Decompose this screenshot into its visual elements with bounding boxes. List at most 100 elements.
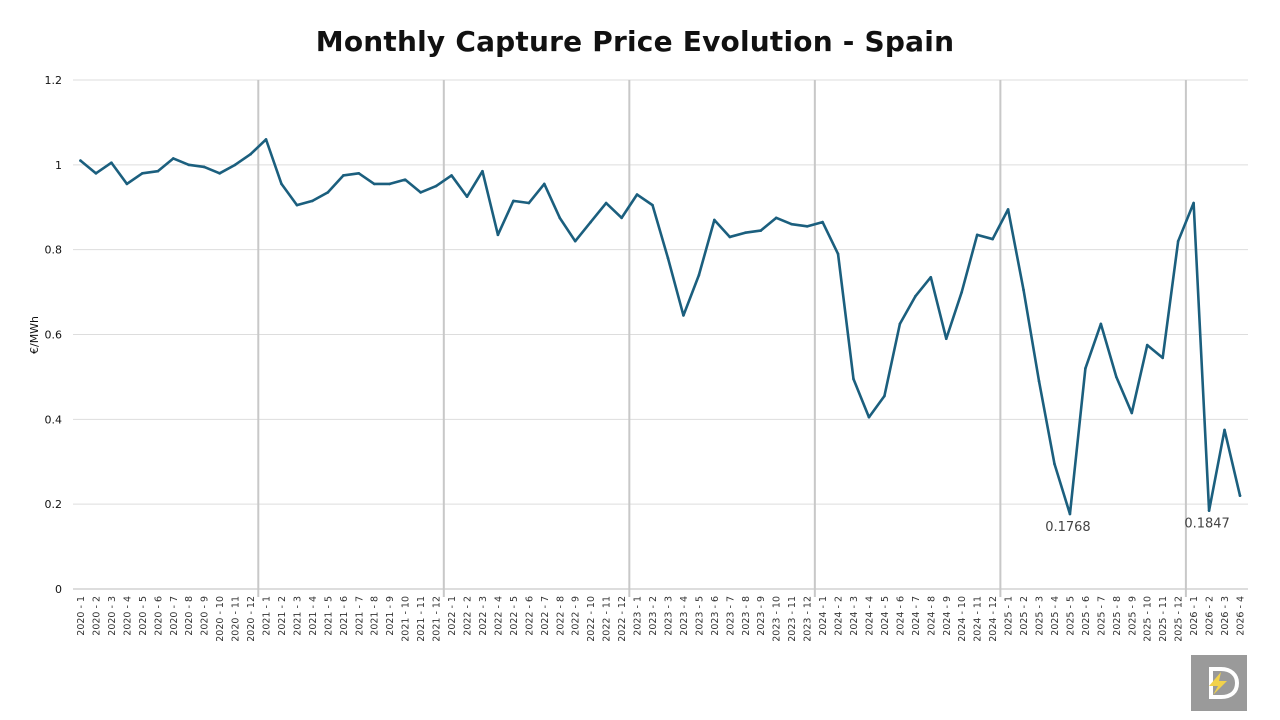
data-point bbox=[759, 229, 763, 232]
data-point bbox=[280, 182, 283, 186]
data-point bbox=[944, 337, 948, 341]
x-tick-label: 2022 - 1 bbox=[447, 596, 458, 636]
data-point bbox=[1099, 322, 1103, 326]
data-point bbox=[1223, 428, 1226, 432]
series-line-layer bbox=[79, 138, 1242, 516]
y-axis-label: €/MWh bbox=[28, 316, 41, 354]
y-tick-label: 1 bbox=[55, 159, 62, 172]
data-point bbox=[836, 252, 840, 256]
x-axis-ticks: 2020 - 1 2020 - 2 2020 - 3 2020 - 4 2020 - 5… bbox=[76, 596, 1247, 642]
x-tick-label: 2021 - 6 bbox=[339, 596, 350, 636]
data-label: 0.1768 bbox=[1045, 520, 1091, 535]
y-tick-label: 0.8 bbox=[45, 244, 63, 257]
data-point bbox=[342, 174, 345, 177]
x-tick-label: 2020 - 1 bbox=[76, 596, 87, 636]
y-axis-ticks: 0 0.2 0.4 0.6 0.8 1 1.2 bbox=[45, 74, 63, 596]
x-tick-label: 2022 - 10 bbox=[586, 596, 597, 642]
data-point bbox=[465, 195, 469, 198]
data-point bbox=[141, 172, 144, 175]
data-point bbox=[1176, 239, 1180, 243]
x-tick-label: 2022 - 6 bbox=[524, 596, 535, 636]
data-point bbox=[805, 225, 809, 228]
data-point bbox=[666, 256, 670, 260]
data-point bbox=[1115, 375, 1118, 379]
data-point bbox=[1068, 512, 1072, 516]
data-point bbox=[94, 172, 98, 175]
data-point bbox=[1192, 201, 1195, 205]
data-point bbox=[991, 237, 994, 241]
x-tick-label: 2025 - 4 bbox=[1050, 596, 1061, 636]
data-point bbox=[728, 235, 732, 239]
x-tick-label: 2020 - 3 bbox=[107, 596, 118, 636]
data-point bbox=[1084, 367, 1087, 370]
data-point bbox=[713, 218, 716, 222]
x-tick-label: 2021 - 11 bbox=[416, 596, 427, 642]
data-point bbox=[403, 178, 407, 181]
x-tick-label: 2025 - 2 bbox=[1019, 596, 1030, 636]
data-point bbox=[620, 216, 623, 220]
data-point bbox=[651, 203, 654, 207]
data-point bbox=[249, 152, 252, 156]
x-tick-label: 2025 - 5 bbox=[1065, 596, 1076, 636]
x-tick-label: 2021 - 3 bbox=[292, 596, 303, 636]
x-tick-label: 2020 - 4 bbox=[122, 596, 133, 636]
x-tick-label: 2024 - 12 bbox=[988, 596, 999, 642]
x-tick-label: 2024 - 3 bbox=[849, 596, 860, 636]
y-tick-label: 0.4 bbox=[45, 413, 63, 426]
x-tick-label: 2021 - 4 bbox=[308, 596, 319, 636]
x-tick-label: 2023 - 3 bbox=[663, 596, 674, 636]
x-tick-label: 2023 - 6 bbox=[710, 596, 721, 636]
x-tick-label: 2023 - 10 bbox=[772, 596, 783, 642]
x-tick-label: 2022 - 5 bbox=[509, 596, 520, 636]
year-separators bbox=[257, 80, 1187, 597]
data-point bbox=[821, 220, 824, 224]
x-tick-label: 2020 - 12 bbox=[246, 596, 257, 642]
x-tick-label: 2023 - 11 bbox=[787, 596, 798, 642]
data-point bbox=[187, 163, 191, 167]
x-tick-label: 2025 - 3 bbox=[1035, 596, 1046, 636]
data-point bbox=[264, 138, 268, 141]
x-tick-label: 2022 - 11 bbox=[602, 596, 613, 642]
data-point bbox=[1130, 411, 1134, 415]
data-point bbox=[558, 216, 562, 220]
x-tick-label: 2021 - 10 bbox=[401, 596, 412, 642]
x-tick-label: 2023 - 5 bbox=[694, 596, 705, 636]
data-point bbox=[697, 273, 701, 277]
data-point bbox=[774, 216, 778, 220]
data-point bbox=[960, 290, 964, 294]
data-point bbox=[975, 233, 979, 237]
data-point bbox=[434, 184, 438, 188]
x-tick-label: 2024 - 1 bbox=[818, 596, 829, 636]
x-tick-label: 2025 - 1 bbox=[1004, 596, 1015, 636]
data-point bbox=[929, 275, 933, 279]
data-point bbox=[496, 233, 500, 237]
annotations: 0.1768 0.1847 bbox=[1045, 517, 1230, 535]
x-tick-label: 2026 - 4 bbox=[1236, 596, 1247, 636]
x-tick-label: 2020 - 5 bbox=[138, 596, 149, 636]
y-tick-label: 1.2 bbox=[45, 74, 63, 87]
series-line bbox=[79, 138, 1242, 516]
x-tick-label: 2022 - 9 bbox=[571, 596, 582, 636]
data-point bbox=[635, 193, 639, 196]
x-tick-label: 2025 - 11 bbox=[1158, 596, 1169, 642]
x-tick-label: 2022 - 7 bbox=[540, 596, 551, 636]
x-tick-label: 2024 - 8 bbox=[926, 596, 937, 636]
data-point bbox=[311, 199, 314, 203]
x-tick-label: 2023 - 1 bbox=[633, 596, 644, 636]
x-tick-label: 2024 - 6 bbox=[895, 596, 906, 636]
x-tick-label: 2024 - 7 bbox=[911, 596, 922, 636]
x-tick-label: 2021 - 12 bbox=[432, 596, 443, 642]
data-point bbox=[604, 201, 608, 205]
x-tick-label: 2023 - 8 bbox=[741, 596, 752, 636]
x-tick-label: 2022 - 2 bbox=[463, 596, 474, 636]
x-tick-label: 2024 - 10 bbox=[957, 596, 968, 642]
x-tick-label: 2021 - 5 bbox=[323, 596, 334, 636]
x-tick-label: 2022 - 8 bbox=[555, 596, 566, 636]
x-tick-label: 2025 - 8 bbox=[1112, 596, 1123, 636]
x-tick-label: 2021 - 9 bbox=[385, 596, 396, 636]
data-point bbox=[1037, 379, 1041, 383]
data-point bbox=[1022, 288, 1025, 292]
data-point bbox=[419, 191, 422, 194]
data-point bbox=[326, 191, 330, 194]
